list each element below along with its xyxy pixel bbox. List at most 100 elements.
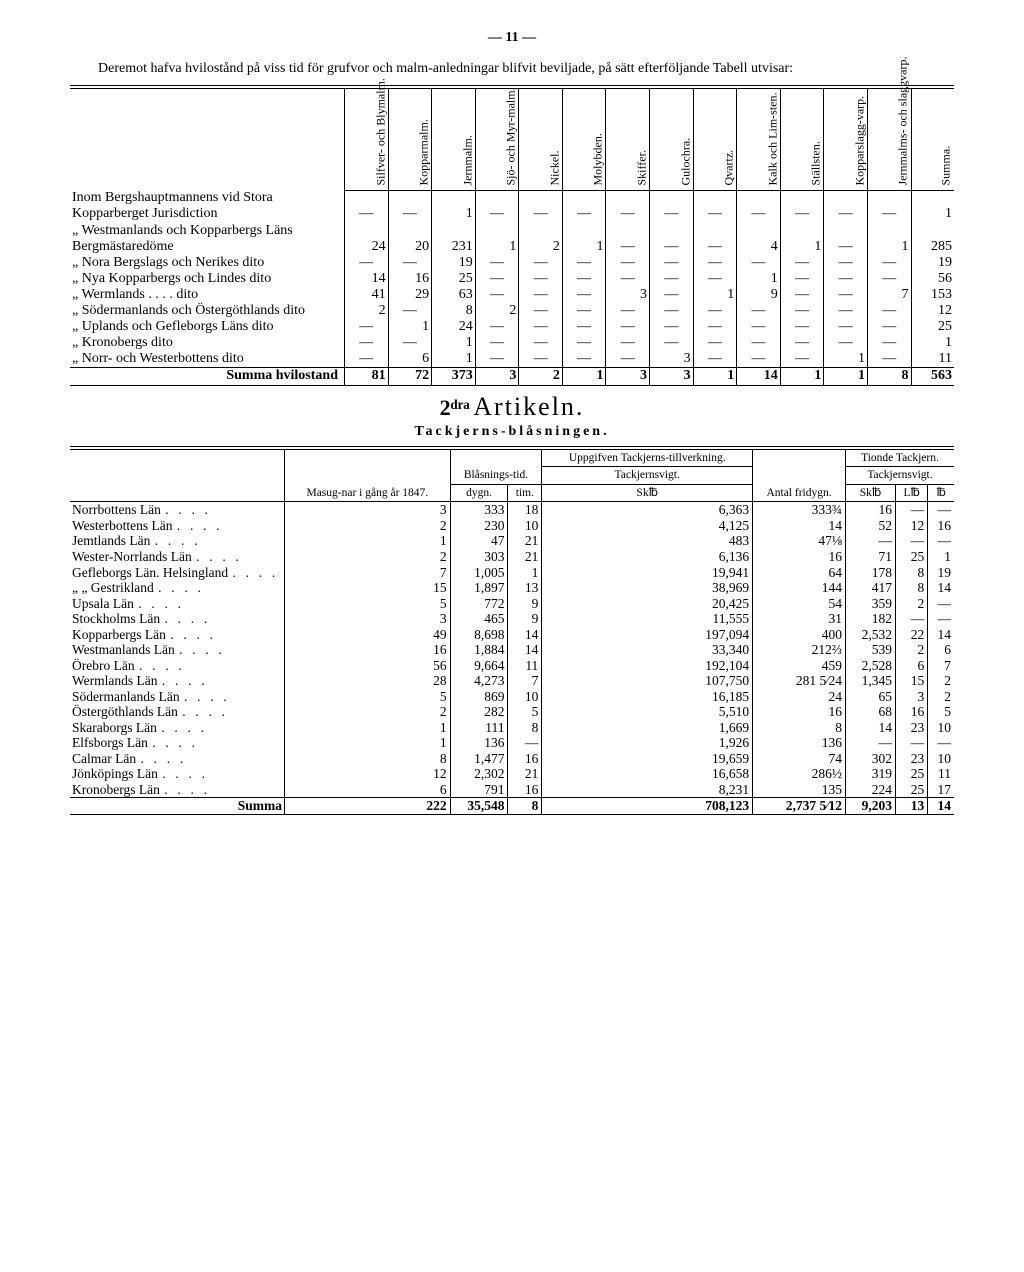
row-label: Calmar Län [70,751,285,767]
cell: 3 [896,689,928,705]
cell: 136 [753,735,846,751]
cell: 1 [737,271,781,287]
cell: 8 [753,720,846,736]
sum-cell: 2 [519,368,563,385]
cell: — [388,303,432,319]
cell: — [562,255,606,271]
cell: 16 [845,502,895,518]
cell: 1,477 [450,751,508,767]
cell: 1 [508,565,542,581]
cell: — [824,190,868,222]
cell: — [519,190,563,222]
cell: 19 [928,565,954,581]
sum-cell: 2,737 5⁄12 [753,798,846,815]
row-label: Upsala Län [70,596,285,612]
cell: 11 [928,766,954,782]
cell: 5 [285,689,451,705]
cell: 303 [450,549,508,565]
unit-tim: tim. [508,484,542,502]
cell: 71 [845,549,895,565]
sum-cell: 1 [562,368,606,385]
cell: 212⅔ [753,642,846,658]
sum-cell: 72 [388,368,432,385]
cell: 1 [780,223,824,255]
cell: 539 [845,642,895,658]
cell: — [845,735,895,751]
cell: — [896,735,928,751]
row-label: Jönköpings Län [70,766,285,782]
cell: — [562,319,606,335]
cell: — [824,335,868,351]
cell: 8 [432,303,476,319]
cell: 13 [508,580,542,596]
cell: 136 [450,735,508,751]
col-header: Kalk och Lim-sten. [737,87,781,191]
cell: — [737,335,781,351]
cell: 4,125 [542,518,753,534]
row-label: Norrbottens Län [70,502,285,518]
cell: 2 [928,673,954,689]
cell: — [650,335,694,351]
cell: — [475,351,519,368]
cell: 1,926 [542,735,753,751]
cell: 153 [911,287,954,303]
cell: 19 [911,255,954,271]
sum-cell: 3 [475,368,519,385]
cell: 11 [911,351,954,368]
cell: — [928,596,954,612]
cell: 1 [867,223,911,255]
cell: 1 [475,223,519,255]
sub-tackvigt1: Tackjernsvigt. [542,467,753,485]
unit-sk1: Sk℔ [542,484,753,502]
cell: 23 [896,720,928,736]
cell: 21 [508,533,542,549]
sum-cell: 14 [737,368,781,385]
cell: 6 [285,782,451,798]
cell: — [780,190,824,222]
cell: 8 [508,720,542,736]
cell: 25 [911,319,954,335]
cell: 33,340 [542,642,753,658]
cell: 8 [896,565,928,581]
col-header: Nickel. [519,87,563,191]
cell: — [519,255,563,271]
row-label: „ Nya Kopparbergs och Lindes dito [70,271,345,287]
cell: — [824,287,868,303]
col-header: Sjö- och Myr-malm. [475,87,519,191]
cell: — [693,319,737,335]
cell: 15 [896,673,928,689]
sum-cell: 3 [650,368,694,385]
cell: 10 [508,689,542,705]
cell: — [475,255,519,271]
cell: 9 [737,287,781,303]
col-header: Jernmalm. [432,87,476,191]
unit-sk2: Sk℔ [845,484,895,502]
cell: 16 [508,751,542,767]
cell: 178 [845,565,895,581]
cell: 1,669 [542,720,753,736]
cell: 10 [928,751,954,767]
cell: — [519,303,563,319]
cell: 20 [388,223,432,255]
row-label: Wermlands Län [70,673,285,689]
cell: — [824,223,868,255]
cell: 24 [345,223,389,255]
cell: — [519,319,563,335]
cell: — [824,319,868,335]
cell: — [650,255,694,271]
row-label: Wester-Norrlands Län [70,549,285,565]
cell: 8 [285,751,451,767]
sum-label: Summa hvilostand [70,368,345,385]
cell: — [867,255,911,271]
col-uppgifven: Uppgifven Tackjerns-tillverkning. [542,448,753,467]
cell: 333 [450,502,508,518]
row-label: Inom Bergshauptmannens vid Stora Kopparb… [70,190,345,222]
cell: 47⅛ [753,533,846,549]
cell: 16 [388,271,432,287]
row-label: Örebro Län [70,658,285,674]
col-header: Molybden. [562,87,606,191]
cell: 282 [450,704,508,720]
sum-cell: 8 [867,368,911,385]
cell: — [388,335,432,351]
tackjerns-table: Masug-nar i gång år 1847. Blåsnings-tid.… [70,446,954,815]
